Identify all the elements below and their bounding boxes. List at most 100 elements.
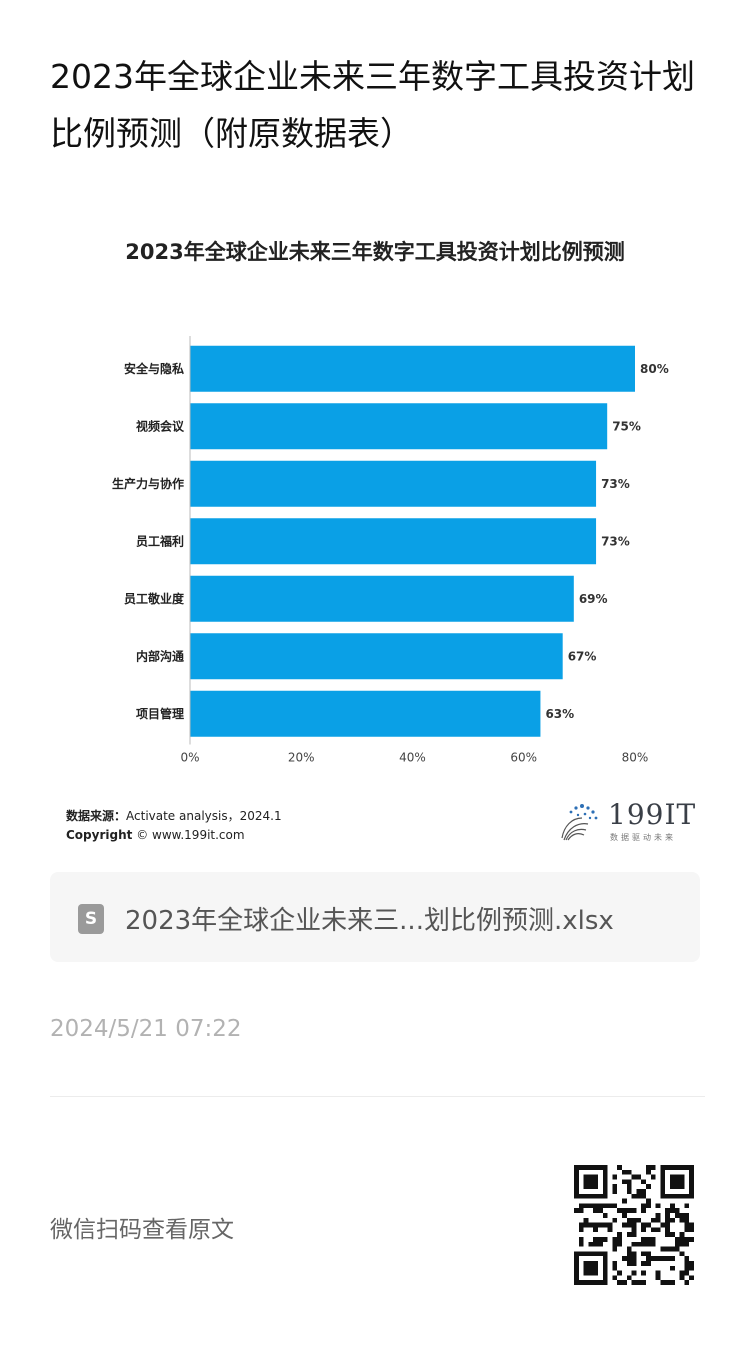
qr-module [622,1208,627,1213]
qr-module [617,1241,622,1247]
value-label: 73% [601,477,630,491]
qr-code-icon[interactable] [574,1165,694,1285]
qr-module [593,1241,598,1247]
qr-module [679,1241,685,1247]
qr-module [626,1217,632,1223]
qr-module [660,1256,666,1261]
qr-module [684,1222,690,1228]
qr-module [583,1203,589,1209]
qr-module [641,1270,646,1276]
qr-module [674,1237,680,1242]
qr-module [650,1256,656,1261]
qr-module [679,1217,685,1223]
x-tick-label: 80% [622,751,649,765]
qr-module [655,1227,661,1233]
bar [190,690,541,737]
value-label: 75% [612,419,641,433]
qr-module [631,1193,637,1199]
qr-module [626,1222,632,1228]
qr-module [626,1256,632,1261]
copyright-label: Copyright [66,828,133,842]
qr-module [641,1280,646,1285]
qr-module [588,1203,594,1209]
qr-module [665,1246,670,1252]
qr-module [631,1222,637,1228]
qr-module [622,1256,627,1261]
qr-module [674,1241,680,1247]
qr-module [665,1256,670,1261]
qr-module [650,1227,656,1233]
qr-finder-core [583,1261,598,1276]
qr-module [607,1222,613,1228]
qr-module [646,1203,651,1209]
qr-module [684,1256,690,1261]
qr-module [598,1237,603,1242]
qr-module [641,1251,646,1257]
qr-module [626,1275,632,1281]
qr-module [641,1261,646,1266]
logo-tagline: 数据驱动未来 [610,833,676,842]
qr-module [578,1222,584,1228]
qr-module [593,1227,598,1233]
qr-module [641,1179,646,1185]
qr-module [641,1237,646,1242]
qr-module [641,1222,646,1228]
qr-module [612,1265,618,1271]
qr-module [679,1275,685,1281]
qr-module [631,1256,637,1261]
bar [190,575,574,622]
category-label: 生产力与协作 [112,476,184,491]
qr-module [646,1251,651,1257]
attachment-card[interactable]: S 2023年全球企业未来三...划比例预测.xlsx [50,872,700,962]
qr-module [626,1169,632,1175]
qr-module [626,1246,632,1252]
qr-module [684,1241,690,1247]
bar-chart: 安全与隐私 80% 视频会议 75% 生产力与协作 73% 员工福利 73% 员工敬业度 69% 内… [112,336,669,765]
qr-module [650,1174,656,1180]
qr-module [607,1227,613,1233]
qr-module [631,1217,637,1223]
bar [190,633,563,680]
qr-module [674,1213,680,1218]
qr-module [646,1261,651,1266]
qr-module [665,1222,670,1228]
qr-module [636,1217,642,1223]
qr-module [646,1237,651,1242]
x-tick-label: 20% [288,751,315,765]
qr-module [617,1208,622,1213]
qr-module [689,1227,694,1233]
publish-timestamp: 2024/5/21 07:22 [50,1016,242,1042]
qr-module [650,1165,656,1170]
qr-module [679,1251,685,1257]
qr-module [679,1213,685,1218]
qr-module [617,1232,622,1237]
qr-module [636,1174,642,1180]
qr-module [593,1208,598,1213]
qr-module [622,1198,627,1204]
category-label: 安全与隐私 [124,361,184,376]
qr-module [578,1208,584,1213]
qr-module [607,1203,613,1209]
qr-module [636,1189,642,1194]
qr-module [660,1222,666,1228]
qr-module [689,1265,694,1271]
qr-module [598,1222,603,1228]
qr-module [641,1241,646,1247]
qr-module [641,1208,646,1213]
attachment-file-name[interactable]: 2023年全球企业未来三...划比例预测.xlsx [125,906,614,936]
x-tick-label: 40% [399,751,426,765]
qr-module [646,1198,651,1204]
qr-module [684,1265,690,1271]
chart-title: 2023年全球企业未来三年数字工具投资计划比例预测 [125,240,625,264]
qr-module [636,1280,642,1285]
qr-module [593,1203,598,1209]
category-label: 项目管理 [136,706,184,721]
qr-module [674,1208,680,1213]
qr-module [665,1232,670,1237]
qr-module [617,1280,622,1285]
x-tick-label: 0% [180,751,199,765]
qr-module [670,1246,675,1252]
qr-module [631,1280,637,1285]
source-text: Activate analysis，2024.1 [126,809,282,823]
qr-module [602,1213,608,1218]
